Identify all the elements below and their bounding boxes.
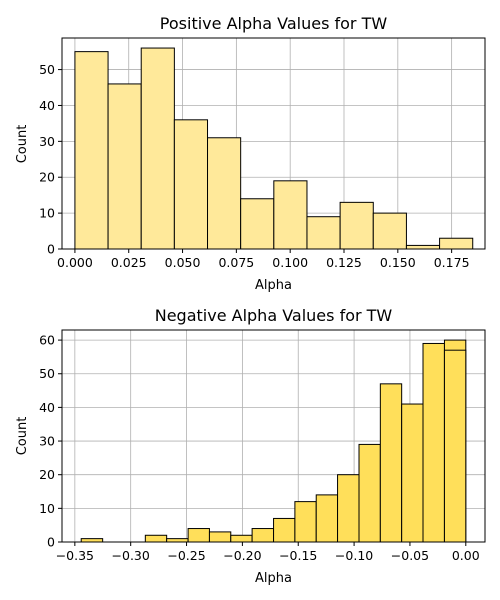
histogram-bar (187, 528, 210, 543)
chart-title: Negative Alpha Values for TW (155, 306, 393, 325)
histogram-bar (315, 494, 339, 543)
histogram-bar (401, 403, 424, 543)
histogram-bar (207, 137, 242, 250)
histogram-bar (306, 216, 341, 250)
histogram-bar (80, 538, 104, 543)
x-tick-label: −0.15 (279, 548, 317, 563)
x-axis-label: Alpha (255, 571, 292, 586)
y-tick-label: 30 (39, 134, 55, 149)
y-tick-label: 0 (47, 242, 55, 257)
y-tick-label: 10 (39, 206, 55, 221)
x-tick-label: 0.025 (111, 255, 147, 270)
y-tick-label: 10 (39, 501, 55, 516)
bars (80, 339, 467, 543)
x-axis-label: Alpha (255, 278, 292, 293)
y-axis-label: Count (15, 125, 30, 164)
axes-frame (61, 37, 486, 250)
histogram-bar (107, 83, 142, 250)
histogram-bar (273, 517, 296, 543)
x-tick-label: −0.10 (335, 548, 373, 563)
x-tick-label: 0.150 (380, 255, 416, 270)
y-tick-label: 40 (39, 400, 55, 415)
histogram-bar (230, 534, 253, 543)
y-axis-label: Count (15, 417, 30, 456)
chart-title: Positive Alpha Values for TW (160, 14, 388, 33)
histogram-bar (339, 201, 374, 250)
histogram-bar (251, 528, 275, 543)
x-axis-ticks: −0.35 −0.30 −0.25 −0.20 −0.15 −0.10 −0.05 0.00 (56, 542, 480, 563)
histogram-bar (337, 474, 360, 543)
histogram-bar (144, 534, 168, 543)
y-tick-label: 20 (39, 467, 55, 482)
x-tick-label: −0.30 (112, 548, 150, 563)
bars (74, 47, 474, 250)
histogram-bar (240, 198, 275, 250)
x-tick-label: 0.00 (452, 548, 480, 563)
x-tick-label: 0.075 (218, 255, 254, 270)
y-tick-label: 30 (39, 434, 55, 449)
histogram-bar (405, 244, 441, 250)
histogram-bar (439, 237, 474, 250)
histogram-bar (422, 342, 445, 543)
y-axis-ticks: 0 10 20 30 40 50 (39, 62, 62, 257)
x-tick-label: −0.35 (56, 548, 94, 563)
positive-alpha-panel: Positive Alpha Values for TW 0.000 0.025 0… (15, 14, 486, 293)
negative-alpha-panel: Negative Alpha Values for TW −0.35 −0.30−… (15, 306, 486, 586)
x-tick-label: 0.175 (434, 255, 470, 270)
x-tick-label: −0.25 (167, 548, 205, 563)
histogram-bar (443, 349, 467, 543)
y-tick-label: 50 (39, 366, 55, 381)
histogram-bar (166, 538, 189, 543)
histogram-bar (379, 383, 403, 543)
y-tick-label: 60 (39, 333, 55, 348)
histogram-bar (208, 531, 232, 543)
y-tick-label: 50 (39, 62, 55, 77)
x-tick-label: −0.05 (391, 548, 429, 563)
histogram-bar (173, 119, 209, 250)
histogram-bar (140, 47, 175, 250)
y-tick-label: 40 (39, 98, 55, 113)
histogram-bar (372, 212, 407, 250)
histogram-bar (74, 51, 109, 250)
x-tick-label: 0.050 (165, 255, 201, 270)
x-tick-label: 0.000 (57, 255, 93, 270)
y-tick-label: 0 (47, 535, 55, 550)
axes-frame (61, 329, 486, 543)
histogram-bar (294, 501, 317, 543)
x-tick-label: 0.125 (326, 255, 362, 270)
y-axis-ticks: 0 10 20 30 40 50 60 (39, 333, 62, 550)
x-tick-label: −0.20 (223, 548, 261, 563)
histogram-bar (273, 180, 308, 250)
y-tick-label: 20 (39, 170, 55, 185)
x-axis-ticks: 0.000 0.025 0.050 0.075 0.100 0.125 0.150 0.175 (57, 249, 470, 270)
x-tick-label: 0.100 (272, 255, 308, 270)
histogram-bar (358, 443, 381, 543)
